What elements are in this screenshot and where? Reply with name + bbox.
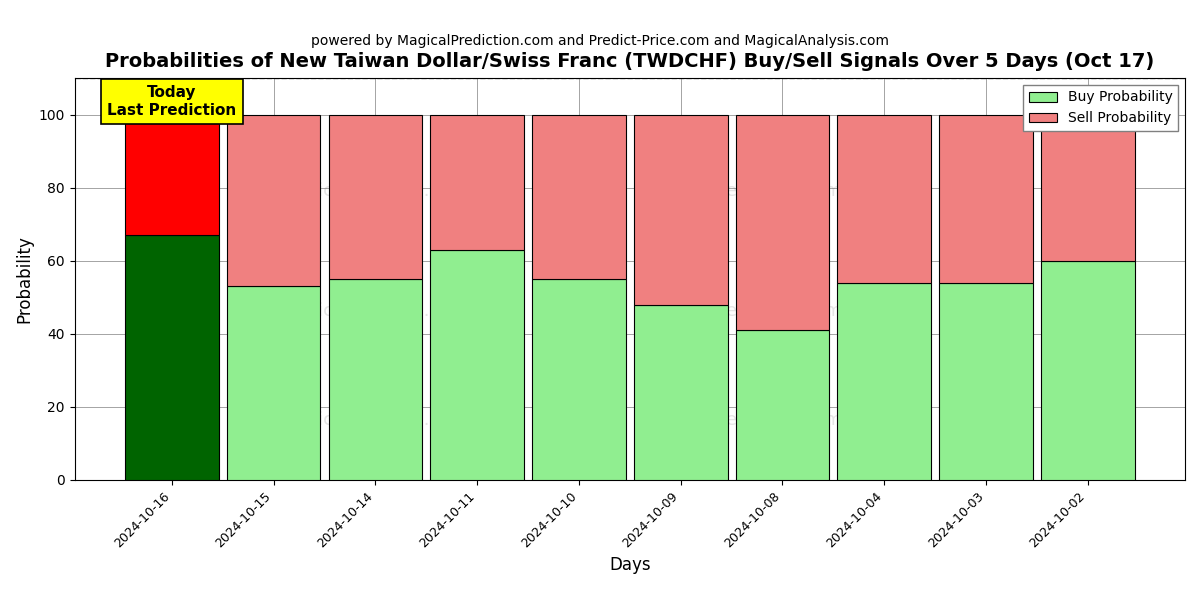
Text: powered by MagicalPrediction.com and Predict-Price.com and MagicalAnalysis.com: powered by MagicalPrediction.com and Pre… bbox=[311, 34, 889, 48]
Bar bbox=[227, 286, 320, 480]
X-axis label: Days: Days bbox=[610, 556, 650, 574]
Bar bbox=[329, 279, 422, 480]
Bar bbox=[532, 279, 625, 480]
Title: Probabilities of New Taiwan Dollar/Swiss Franc (TWDCHF) Buy/Sell Signals Over 5 : Probabilities of New Taiwan Dollar/Swiss… bbox=[106, 52, 1154, 71]
Text: MagicalPrediction.com: MagicalPrediction.com bbox=[640, 410, 842, 428]
Bar bbox=[431, 250, 524, 480]
Bar bbox=[1040, 261, 1134, 480]
Bar bbox=[125, 115, 218, 235]
Text: MagicalAnalysis.com: MagicalAnalysis.com bbox=[281, 410, 468, 428]
Text: MagicalPrediction.com: MagicalPrediction.com bbox=[640, 182, 842, 200]
Bar bbox=[1040, 115, 1134, 261]
Text: MagicalPrediction.com: MagicalPrediction.com bbox=[640, 302, 842, 320]
Bar bbox=[838, 283, 931, 480]
Legend: Buy Probability, Sell Probability: Buy Probability, Sell Probability bbox=[1024, 85, 1178, 131]
Bar bbox=[940, 115, 1033, 283]
Bar bbox=[736, 115, 829, 330]
Bar bbox=[736, 330, 829, 480]
Text: MagicalAnalysis.com: MagicalAnalysis.com bbox=[281, 302, 468, 320]
Text: MagicalAnalysis.com: MagicalAnalysis.com bbox=[281, 182, 468, 200]
Y-axis label: Probability: Probability bbox=[16, 235, 34, 323]
Bar bbox=[329, 115, 422, 279]
Bar bbox=[125, 235, 218, 480]
Bar bbox=[227, 115, 320, 286]
Bar bbox=[431, 115, 524, 250]
Bar bbox=[838, 115, 931, 283]
Bar bbox=[532, 115, 625, 279]
Bar bbox=[634, 305, 727, 480]
Text: Today
Last Prediction: Today Last Prediction bbox=[107, 85, 236, 118]
Bar bbox=[940, 283, 1033, 480]
Bar bbox=[634, 115, 727, 305]
